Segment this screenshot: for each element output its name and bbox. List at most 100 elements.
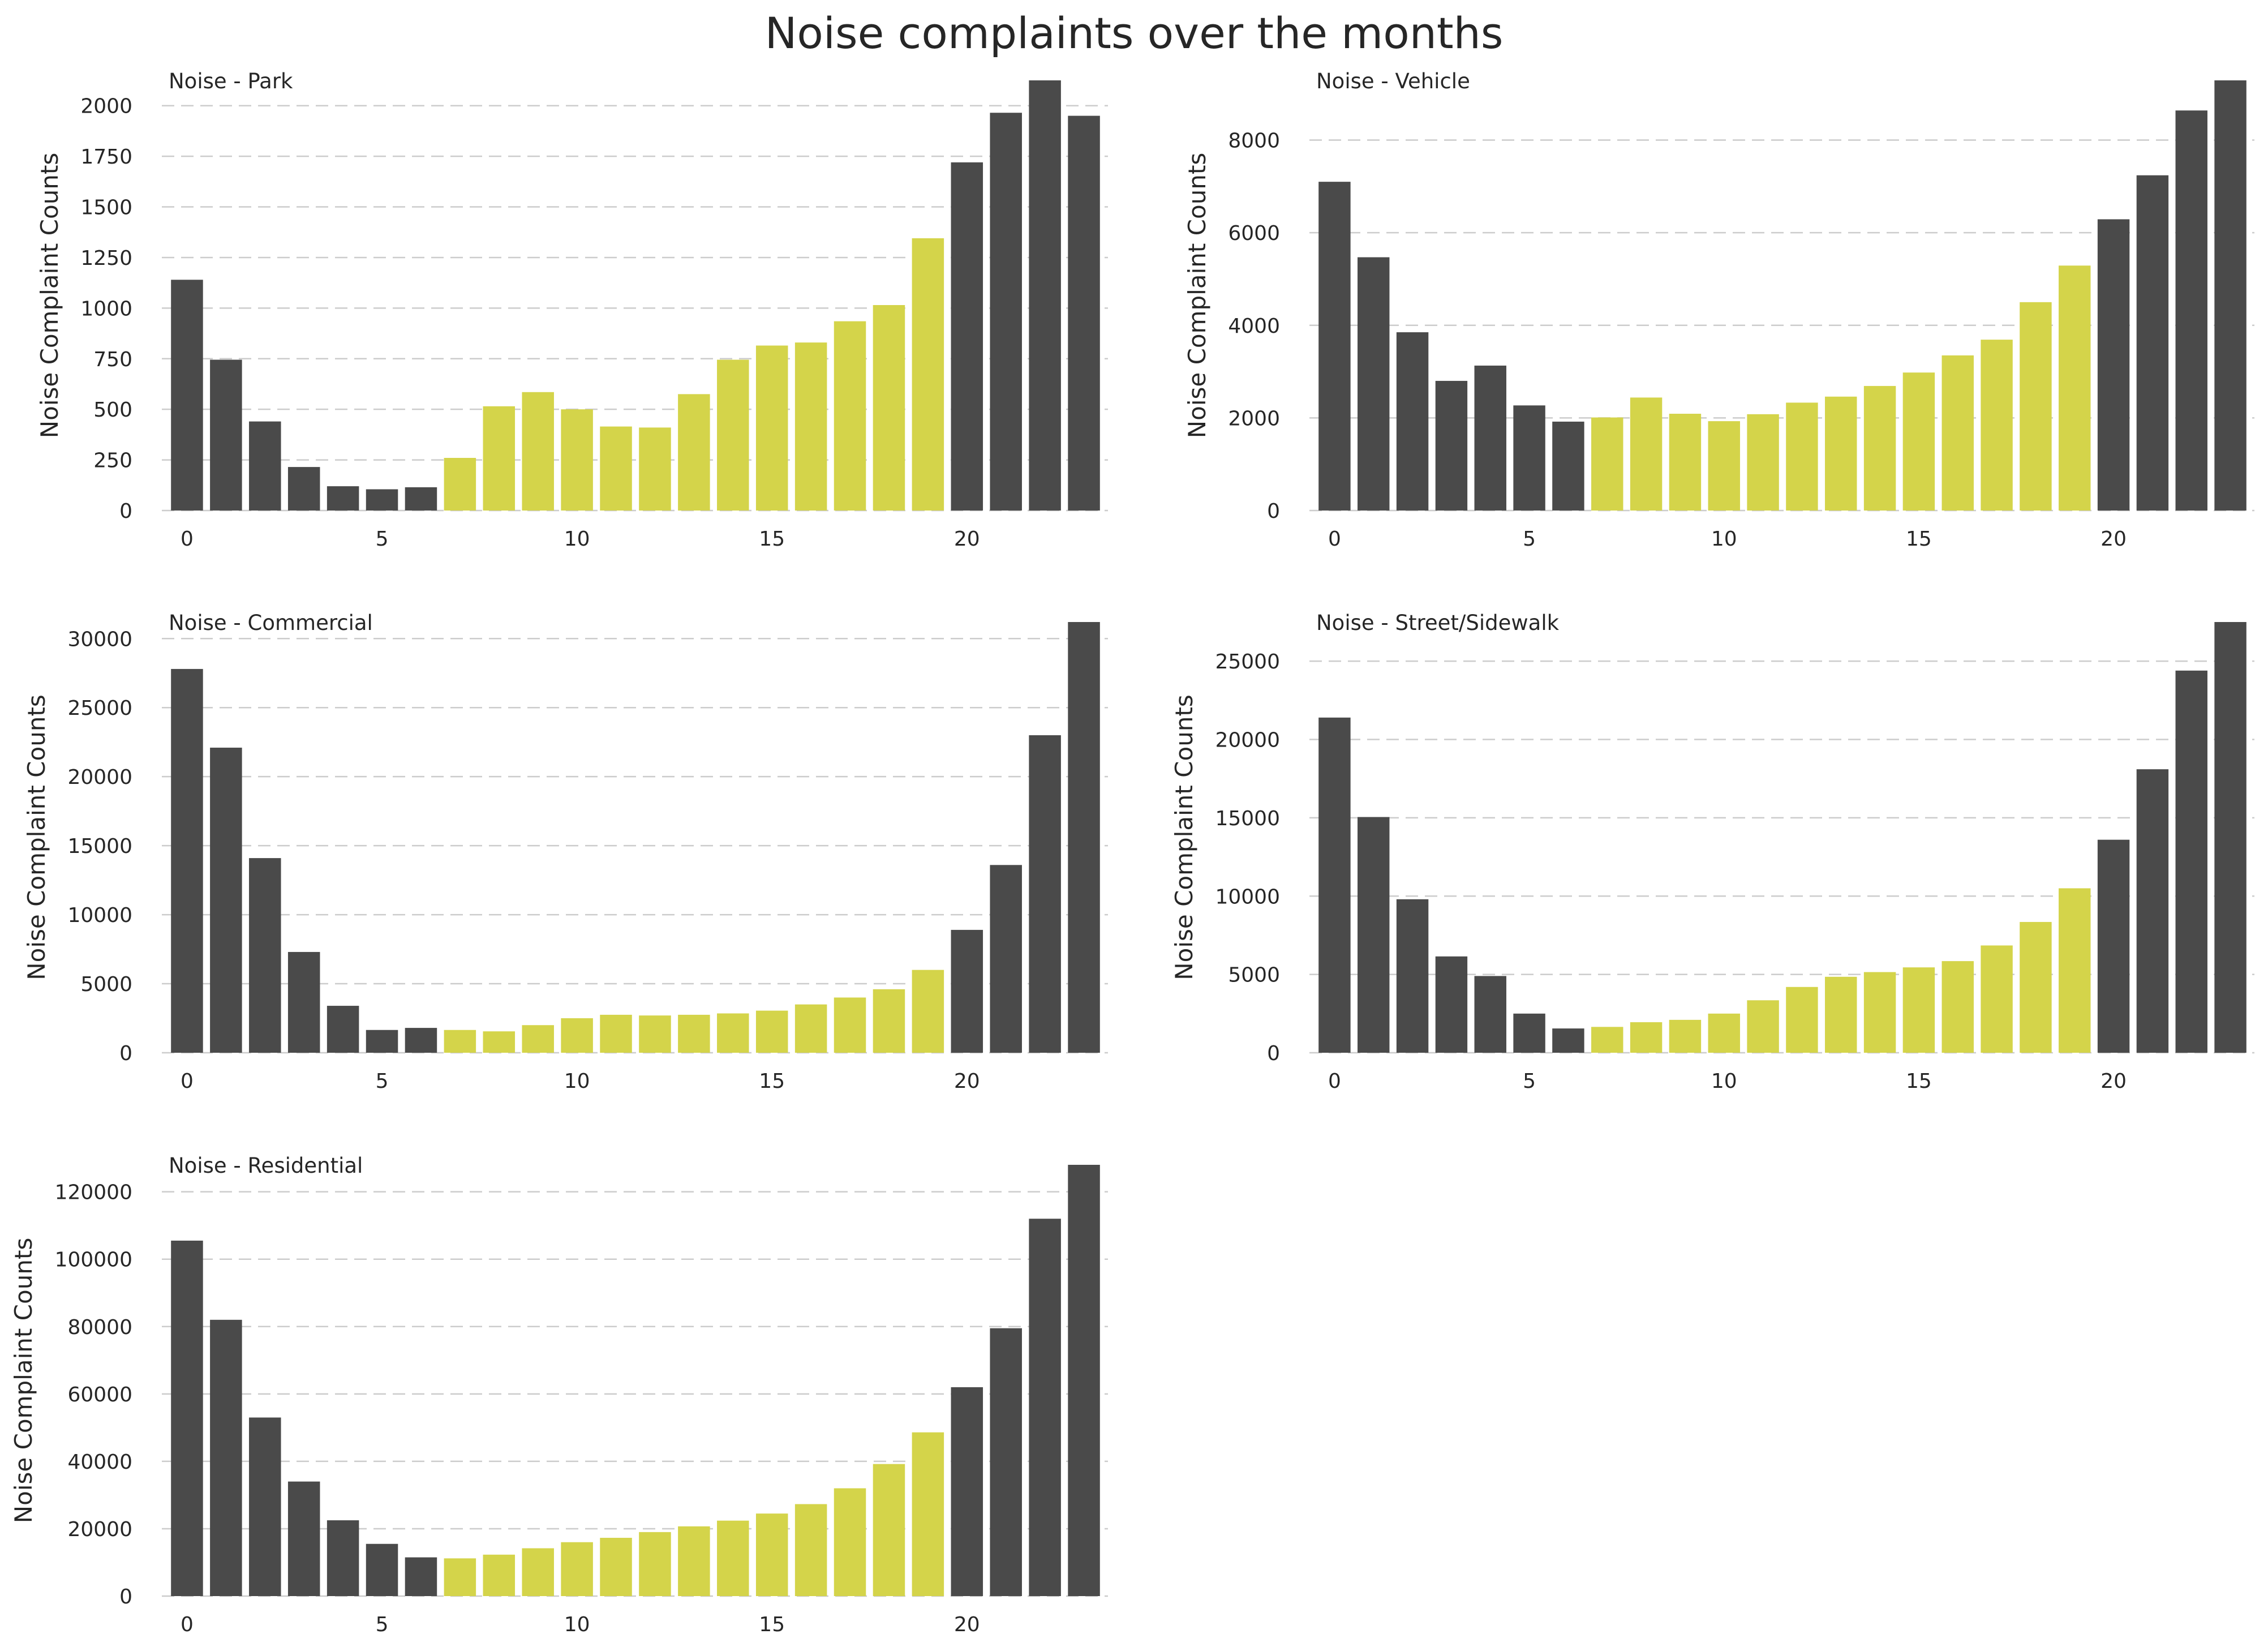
chart-3-panel-label-noise-street-sidewalk: Noise - Street/Sidewalk xyxy=(1316,611,1560,635)
chart-3-bar-14 xyxy=(1863,972,1896,1053)
chart-0-xtick-label-2: 10 xyxy=(564,528,590,551)
chart-1-bar-11 xyxy=(1747,414,1779,511)
chart-2-ytick-label-5: 25000 xyxy=(67,697,132,720)
chart-4-y-axis-label: Noise Complaint Counts xyxy=(10,1238,37,1524)
chart-2-bar-22 xyxy=(1029,735,1061,1053)
chart-2-bar-11 xyxy=(600,1014,632,1053)
chart-4-ytick-label-0: 0 xyxy=(119,1585,132,1609)
chart-2-bar-14 xyxy=(717,1013,749,1053)
chart-4-xtick-label-4: 20 xyxy=(954,1613,980,1636)
chart-0-bar-7 xyxy=(444,458,476,511)
chart-1-bar-5 xyxy=(1513,405,1545,511)
chart-1-bars xyxy=(1318,80,2246,511)
chart-1-bar-8 xyxy=(1630,397,1663,511)
chart-2-bar-2 xyxy=(249,858,281,1053)
chart-4-bars xyxy=(171,1165,1100,1596)
chart-4-bar-12 xyxy=(639,1532,671,1596)
chart-0-bar-6 xyxy=(405,487,437,511)
chart-1-panel-label-noise-vehicle: Noise - Vehicle xyxy=(1316,69,1470,93)
chart-3-bar-12 xyxy=(1786,987,1818,1053)
chart-4-xtick-label-0: 0 xyxy=(181,1613,194,1636)
chart-0-bar-19 xyxy=(912,238,944,511)
chart-0-y-axis-label: Noise Complaint Counts xyxy=(36,153,63,439)
chart-1-ytick-label-1: 2000 xyxy=(1228,407,1280,430)
chart-1-bar-6 xyxy=(1552,421,1584,511)
chart-4-bar-23 xyxy=(1068,1165,1100,1596)
chart-1-bar-10 xyxy=(1708,421,1740,511)
chart-2-bar-13 xyxy=(678,1014,710,1053)
chart-0-ytick-label-2: 500 xyxy=(93,398,132,422)
chart-3-ytick-label-1: 5000 xyxy=(1228,964,1280,987)
chart-0-gridlines xyxy=(162,105,1108,512)
chart-0-bar-21 xyxy=(990,113,1022,511)
chart-0-ytick-label-6: 1500 xyxy=(80,196,132,220)
chart-2-bars xyxy=(171,622,1100,1053)
chart-2-ytick-label-0: 0 xyxy=(119,1042,132,1065)
chart-1-bar-20 xyxy=(2097,219,2130,511)
chart-4-bar-18 xyxy=(873,1464,905,1596)
chart-0-bar-2 xyxy=(249,421,281,511)
chart-2-bar-6 xyxy=(405,1028,437,1053)
chart-4-ytick-label-2: 40000 xyxy=(67,1451,132,1474)
chart-0-bar-23 xyxy=(1068,115,1100,511)
chart-panel-park: 0 250 500 750 1000 1250 1500 1750 2000 0 5 10 15 20 No… xyxy=(36,69,1108,551)
chart-3-bar-22 xyxy=(2175,670,2207,1053)
chart-2-ytick-label-3: 15000 xyxy=(67,835,132,858)
chart-4-bar-19 xyxy=(912,1432,944,1596)
chart-0-bar-18 xyxy=(873,305,905,511)
chart-3-bar-23 xyxy=(2214,622,2246,1053)
chart-0-bar-22 xyxy=(1029,80,1061,511)
chart-0-bar-5 xyxy=(366,489,398,511)
chart-0-bar-15 xyxy=(755,345,788,511)
chart-3-bar-1 xyxy=(1358,817,1390,1053)
chart-0-ytick-label-5: 1250 xyxy=(80,247,132,270)
chart-4-ytick-label-5: 100000 xyxy=(55,1249,132,1272)
chart-panel-residential: 0 20000 40000 60000 80000 100000 120000 0 5 10 15 2… xyxy=(10,1153,1108,1636)
chart-3-bar-8 xyxy=(1630,1022,1663,1053)
chart-3-xtick-label-3: 15 xyxy=(1906,1070,1932,1093)
chart-1-y-axis-label: Noise Complaint Counts xyxy=(1183,153,1211,439)
chart-4-bar-17 xyxy=(834,1488,866,1596)
chart-0-bar-16 xyxy=(794,342,827,511)
chart-2-y-axis-label: Noise Complaint Counts xyxy=(23,694,50,980)
chart-4-ytick-label-3: 60000 xyxy=(67,1383,132,1406)
chart-3-xtick-label-4: 20 xyxy=(2101,1070,2127,1093)
chart-3-bar-10 xyxy=(1708,1013,1740,1053)
chart-panel-street-sidewalk: 0 5000 10000 15000 20000 25000 0 5 10 15 20 Noise C… xyxy=(1170,611,2254,1093)
chart-4-ytick-label-1: 20000 xyxy=(67,1518,132,1541)
chart-3-bar-15 xyxy=(1902,967,1935,1053)
chart-panel-vehicle: 0 2000 4000 6000 8000 0 5 10 15 20 Noise Complaint… xyxy=(1183,69,2254,551)
chart-1-ytick-label-2: 4000 xyxy=(1228,315,1280,338)
chart-2-bar-8 xyxy=(483,1031,516,1053)
chart-1-ytick-label-0: 0 xyxy=(1267,500,1280,523)
chart-1-xtick-label-0: 0 xyxy=(1328,528,1341,551)
chart-1-bar-17 xyxy=(1981,340,2013,511)
chart-3-bar-0 xyxy=(1318,717,1351,1053)
chart-3-bar-16 xyxy=(1941,961,1974,1053)
chart-0-bar-20 xyxy=(951,162,983,511)
chart-1-bar-0 xyxy=(1318,182,1351,511)
chart-2-bar-4 xyxy=(327,1006,359,1053)
chart-3-bar-17 xyxy=(1981,945,2013,1053)
chart-1-ytick-label-4: 8000 xyxy=(1228,130,1280,153)
chart-0-bar-13 xyxy=(678,394,710,511)
chart-0-bar-0 xyxy=(171,280,203,511)
chart-2-bar-18 xyxy=(873,989,905,1053)
chart-0-ytick-label-4: 1000 xyxy=(80,297,132,320)
chart-1-xtick-label-3: 15 xyxy=(1906,528,1932,551)
chart-3-ytick-label-3: 15000 xyxy=(1215,807,1280,830)
chart-3-bar-19 xyxy=(2059,888,2091,1053)
chart-4-bar-7 xyxy=(444,1558,476,1596)
chart-1-xtick-label-1: 5 xyxy=(1523,528,1536,551)
chart-1-bar-14 xyxy=(1863,385,1896,511)
chart-4-bar-16 xyxy=(794,1504,827,1596)
chart-4-bar-11 xyxy=(600,1538,632,1596)
chart-4-xtick-label-3: 15 xyxy=(759,1613,785,1636)
chart-1-bar-13 xyxy=(1825,396,1857,511)
chart-0-bar-1 xyxy=(210,359,242,511)
chart-1-bar-2 xyxy=(1396,332,1429,511)
chart-3-ytick-label-2: 10000 xyxy=(1215,885,1280,908)
chart-4-bar-20 xyxy=(951,1387,983,1596)
chart-2-bar-5 xyxy=(366,1030,398,1053)
chart-1-bar-12 xyxy=(1786,402,1818,511)
